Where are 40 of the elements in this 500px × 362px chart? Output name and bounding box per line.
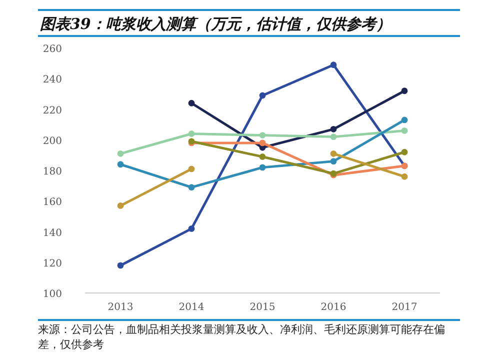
chart-title: 图表39：吨浆收入测算（万元，估计值，仅供参考） xyxy=(40,15,391,33)
y-tick-label: 240 xyxy=(42,74,62,86)
point xyxy=(259,132,266,138)
point xyxy=(188,184,195,191)
x-tick-label: 2016 xyxy=(320,302,346,313)
x-tick-label: 2015 xyxy=(250,302,276,313)
y-tick-label: 160 xyxy=(42,197,62,208)
y-tick-label: 120 xyxy=(42,258,62,270)
point xyxy=(401,148,408,156)
y-tick-label: 100 xyxy=(42,289,62,300)
point xyxy=(401,173,408,180)
source-note: 来源：公司公告，血制品相关投浆量测算及收入、净利润、毛利还原测算可能存在偏差，仅供参考 xyxy=(38,322,446,352)
y-tick-label: 220 xyxy=(42,105,62,116)
x-tick-label: 2013 xyxy=(108,302,134,313)
point xyxy=(117,150,124,157)
point xyxy=(188,100,195,106)
point xyxy=(401,127,408,134)
point xyxy=(117,202,124,209)
point xyxy=(259,154,266,160)
point xyxy=(188,166,195,172)
point xyxy=(330,150,337,157)
point xyxy=(330,158,337,165)
point xyxy=(259,164,266,171)
point xyxy=(401,116,408,124)
point xyxy=(330,62,337,68)
point xyxy=(117,161,124,168)
point xyxy=(188,225,195,232)
point xyxy=(259,140,266,146)
y-tick-label: 260 xyxy=(42,44,62,55)
point xyxy=(330,134,337,140)
y-tick-label: 200 xyxy=(42,136,62,147)
x-tick-label: 2017 xyxy=(392,302,418,313)
point xyxy=(117,262,124,269)
point xyxy=(330,126,337,132)
point xyxy=(259,92,266,99)
point xyxy=(401,88,408,94)
y-tick-label: 140 xyxy=(42,228,62,239)
point xyxy=(188,130,195,137)
x-tick-label: 2014 xyxy=(178,302,204,313)
y-tick-label: 180 xyxy=(42,166,62,178)
